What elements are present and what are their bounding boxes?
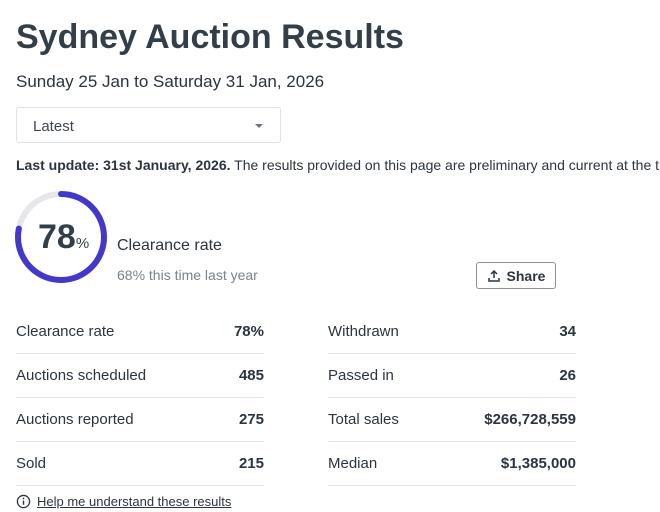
stat-row: Passed in 26 <box>328 354 576 398</box>
stat-value: 485 <box>238 367 264 384</box>
help: Help me understand these results <box>16 494 231 509</box>
page-title: Sydney Auction Results <box>16 18 404 56</box>
share-upload-icon <box>487 269 500 282</box>
chevron-down-icon <box>255 124 263 128</box>
clearance-value: 78% <box>38 218 89 257</box>
stat-value: 78% <box>233 323 264 340</box>
period-select[interactable]: Latest <box>16 107 281 143</box>
stat-label: Sold <box>16 455 47 472</box>
stat-label: Median <box>328 455 378 472</box>
stat-row: Auctions scheduled 485 <box>16 354 264 398</box>
stat-row: Withdrawn 34 <box>328 310 576 354</box>
stat-row: Median $1,385,000 <box>328 442 576 486</box>
stats-left: Clearance rate 78% Auctions scheduled 485 Au… <box>16 310 264 486</box>
period-select-value: Latest <box>33 118 74 135</box>
stat-value: $266,728,559 <box>484 411 576 428</box>
stat-label: Withdrawn <box>328 323 399 340</box>
stat-value: 215 <box>238 455 264 472</box>
share-button[interactable]: Share <box>476 262 556 289</box>
stat-value: 34 <box>559 323 576 340</box>
stat-value: $1,385,000 <box>500 455 576 472</box>
stat-row: Total sales $266,728,559 <box>328 398 576 442</box>
stat-label: Total sales <box>328 411 399 428</box>
clearance-unit: % <box>75 235 90 252</box>
clearance-ring <box>15 191 107 283</box>
last-update-date: Last update: 31st January, 2026. <box>16 157 231 173</box>
stat-value: 26 <box>559 367 576 384</box>
date-range: Sunday 25 Jan to Saturday 31 Jan, 2026 <box>16 72 325 91</box>
stats-right: Withdrawn 34 Passed in 26 Total sales $266,72… <box>328 310 576 486</box>
last-update-note: Last update: 31st January, 2026. The res… <box>16 157 659 173</box>
stat-label: Clearance rate <box>16 323 115 340</box>
info-icon <box>16 494 31 509</box>
stat-label: Auctions scheduled <box>16 367 147 384</box>
stat-label: Auctions reported <box>16 411 134 428</box>
stat-label: Passed in <box>328 367 394 384</box>
update-text: The results provided on this page are pr… <box>230 157 660 173</box>
stat-value: 275 <box>238 411 264 428</box>
stat-row: Auctions reported 275 <box>16 398 264 442</box>
clearance-label: Clearance rate <box>117 237 222 254</box>
ring-progress <box>15 191 107 283</box>
help-link[interactable]: Help me understand these results <box>37 494 232 509</box>
last-year-text: 68% this time last year <box>117 267 258 283</box>
stat-row: Clearance rate 78% <box>16 310 264 354</box>
stat-row: Sold 215 <box>16 442 264 486</box>
share-label: Share <box>506 267 546 284</box>
clearance-number: 78 <box>38 218 76 256</box>
